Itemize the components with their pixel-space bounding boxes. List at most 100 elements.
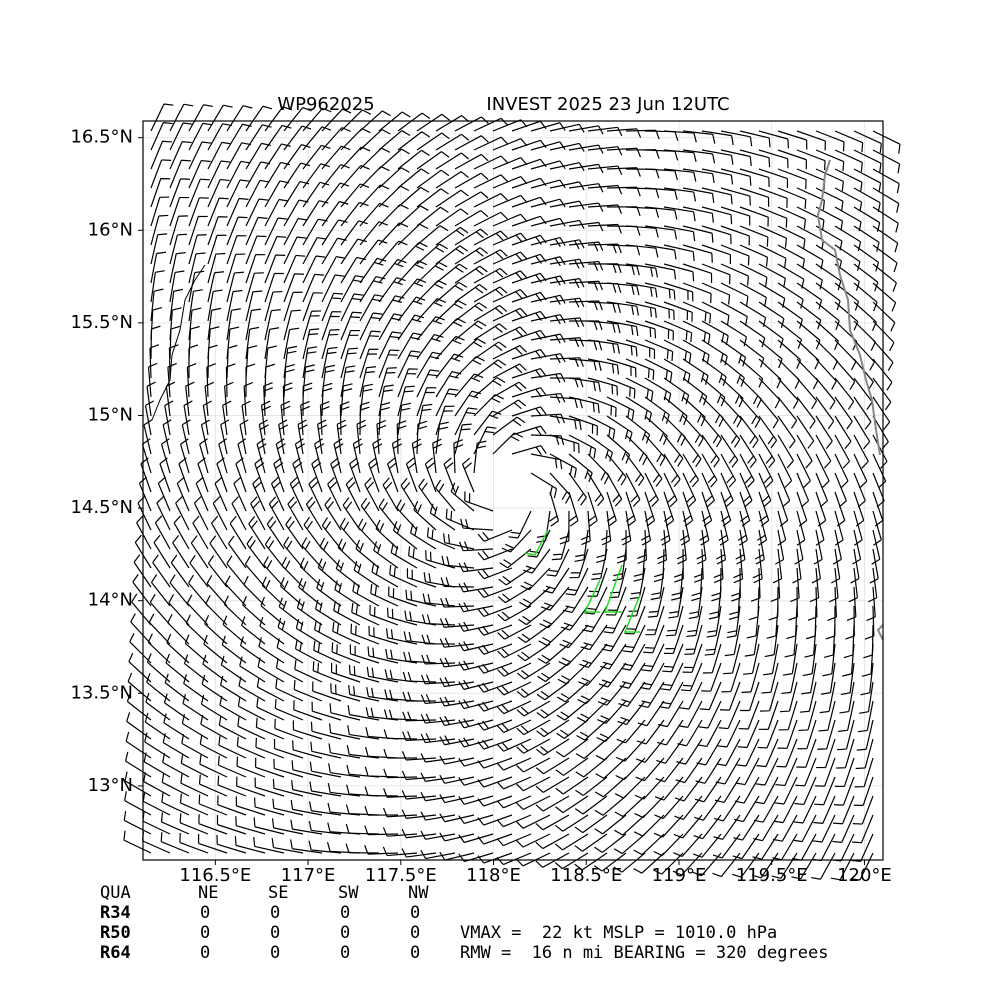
wind-barb — [823, 624, 836, 659]
x-tick-label: 118°E — [466, 865, 521, 886]
wind-barb — [834, 225, 862, 252]
wind-barb — [565, 567, 589, 596]
wind-barb — [273, 457, 285, 493]
wind-barb — [726, 605, 741, 639]
wind-barb — [815, 396, 835, 430]
wind-barb — [207, 197, 229, 227]
x-tick-label: 118.5°E — [550, 865, 622, 886]
wind-barb — [360, 497, 380, 531]
wind-barb — [600, 643, 627, 670]
wind-barb — [811, 548, 821, 584]
wind-barb — [682, 301, 712, 324]
wind-barb — [492, 363, 527, 379]
wind-barb — [169, 215, 189, 246]
wind-barb — [594, 795, 627, 816]
wind-barb — [439, 637, 475, 648]
wind-barb — [699, 681, 722, 711]
wind-barb — [439, 774, 475, 784]
wind-barb — [169, 178, 190, 208]
wind-barb — [209, 535, 228, 569]
wind-barb — [162, 419, 172, 455]
wind-barb — [635, 757, 665, 782]
wind-barb — [235, 816, 266, 835]
wind-barb — [682, 282, 712, 304]
wind-barb — [834, 453, 849, 489]
wind-barb — [439, 657, 475, 668]
wind-barb — [594, 776, 627, 798]
wind-barb — [207, 141, 232, 170]
wind-barb — [834, 396, 853, 430]
wind-barb — [439, 794, 475, 804]
wind-barb — [625, 472, 641, 507]
wind-barb — [283, 273, 304, 303]
wind-barb — [758, 244, 787, 268]
wind-barb — [830, 852, 855, 881]
wind-barb — [273, 739, 304, 759]
wind-barb — [440, 577, 475, 588]
wind-barb — [818, 700, 836, 732]
wind-barb — [777, 453, 793, 488]
wind-barb — [720, 396, 743, 428]
wind-barb — [673, 814, 703, 839]
wind-barb — [397, 168, 430, 189]
wind-barb — [283, 144, 311, 170]
wind-barb — [834, 149, 863, 172]
wind-barb — [128, 652, 152, 683]
wind-barb — [720, 320, 748, 347]
wind-barb — [222, 400, 232, 436]
wind-barb — [146, 381, 156, 417]
wind-barb — [345, 843, 380, 854]
wind-barb — [682, 453, 699, 488]
wind-barb — [266, 516, 285, 550]
wind-barb — [416, 132, 450, 151]
wind-barb — [682, 434, 702, 468]
wind-barb — [308, 840, 342, 854]
title-left: WP962025 — [277, 94, 374, 115]
wind-barb — [435, 421, 449, 455]
wind-barb — [684, 624, 703, 655]
wind-barb — [441, 555, 475, 569]
wind-barb — [575, 776, 608, 796]
wind-barb — [701, 168, 734, 185]
wind-barb — [758, 339, 783, 369]
wind-barb — [549, 453, 577, 478]
wind-barb — [701, 263, 731, 285]
wind-barb — [402, 731, 437, 742]
wind-barb — [130, 613, 152, 645]
wind-barb — [663, 415, 686, 446]
wind-barb — [330, 662, 361, 683]
wind-barb — [385, 628, 418, 645]
wind-barb — [435, 353, 464, 379]
wind-barb — [778, 700, 798, 731]
wind-barb — [733, 814, 760, 841]
wind-barb — [355, 539, 380, 569]
wind-barb — [302, 346, 318, 379]
wind-barb — [497, 586, 532, 604]
wind-barb — [624, 605, 646, 635]
wind-barb — [867, 567, 878, 603]
wind-barb — [308, 476, 323, 512]
wind-barb — [219, 675, 247, 702]
wind-barb — [477, 586, 513, 599]
wind-barb — [378, 402, 391, 436]
wind-barb — [145, 692, 171, 721]
wind-barb — [340, 383, 353, 417]
wind-barb — [587, 415, 616, 440]
wind-barb — [574, 529, 589, 563]
y-tick-label: 13.5°N — [70, 682, 133, 703]
wind-barb — [663, 282, 694, 302]
wind-barb — [663, 301, 693, 322]
wind-barb — [397, 278, 427, 303]
wind-barb — [190, 535, 209, 569]
wind-barb — [302, 382, 313, 417]
wind-barb — [330, 683, 361, 702]
wind-barb — [454, 116, 489, 132]
wind-barb — [701, 225, 732, 245]
wind-barb — [453, 439, 464, 474]
wind-barb — [720, 358, 745, 387]
wind-barb — [692, 833, 722, 858]
wind-barb — [738, 700, 760, 730]
wind-barb — [834, 130, 864, 153]
wind-barb — [255, 757, 285, 778]
